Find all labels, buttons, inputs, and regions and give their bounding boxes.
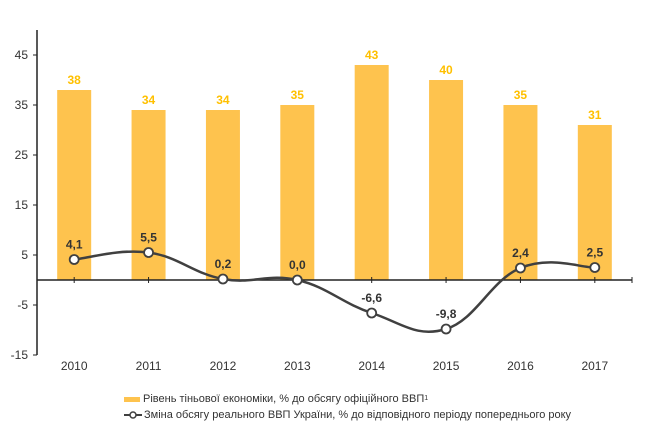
line-value-label: -9,8 <box>436 307 457 321</box>
bar-2016 <box>503 105 538 280</box>
bar-2017 <box>577 125 612 280</box>
line-point-2015 <box>440 323 452 335</box>
line-point-2014 <box>366 307 378 319</box>
bar-value-label: 40 <box>439 63 453 77</box>
line-value-label: -6,6 <box>361 291 382 305</box>
x-tick-label: 2017 <box>581 359 608 373</box>
legend-item-shadow-economy: Рівень тіньової економіки, % до обсягу о… <box>124 391 571 407</box>
line-value-label: 5,5 <box>140 231 157 245</box>
line-point-2012 <box>217 273 229 285</box>
y-tick-label: 25 <box>15 148 29 162</box>
x-tick-label: 2011 <box>136 359 162 373</box>
y-tick-label: 35 <box>15 98 29 112</box>
bar-value-label: 34 <box>142 93 156 107</box>
data-labels: 38 34 34 35 43 40 35 31 4,1 5,5 0,2 0,0 -6,6 -9,8 2,4 2… <box>66 48 604 321</box>
bar-2013 <box>280 105 315 280</box>
bar-2012 <box>205 110 240 280</box>
line-point-2011 <box>143 247 154 258</box>
bar-value-label: 35 <box>514 88 528 102</box>
gdp-change-line <box>74 250 595 333</box>
bar-2015 <box>429 80 464 280</box>
bar-2010 <box>57 90 92 280</box>
axes: 45 35 25 15 5 -5 -15 2010 2011 2012 2013 2014 2015 20… <box>11 30 633 373</box>
legend-footnote: 1 <box>424 395 429 402</box>
legend-line-swatch <box>124 410 142 420</box>
y-tick-label: 5 <box>21 248 28 262</box>
line-point-2010 <box>68 254 80 265</box>
y-tick-label: -5 <box>17 298 28 312</box>
bar-2014 <box>354 65 389 280</box>
line-value-label: 2,4 <box>512 246 529 260</box>
legend-item-gdp-change: Зміна обсягу реального ВВП України, % до… <box>124 407 571 423</box>
bar-value-label: 35 <box>291 88 305 102</box>
legend: Рівень тіньової економіки, % до обсягу о… <box>124 391 571 423</box>
line-point-2016 <box>515 262 526 274</box>
line-series <box>68 247 601 335</box>
legend-bar-swatch <box>124 396 140 402</box>
line-value-label: 0,2 <box>215 257 232 271</box>
line-value-label: 0,0 <box>289 258 306 272</box>
x-tick-label: 2010 <box>61 359 88 373</box>
line-point-2017 <box>589 262 601 273</box>
chart-area: 45 35 25 15 5 -5 -15 2010 2011 2012 2013 2014 2015 20… <box>11 30 633 373</box>
x-tick-label: 2012 <box>210 359 237 373</box>
bar-value-label: 38 <box>68 73 82 87</box>
x-tick-label: 2016 <box>507 359 534 373</box>
line-value-label: 4,1 <box>66 238 83 252</box>
legend-bar-label: Рівень тіньової економіки, % до обсягу о… <box>143 393 425 405</box>
bar-value-label: 34 <box>216 93 230 107</box>
y-tick-label: -15 <box>11 348 29 362</box>
bar-series <box>57 65 612 280</box>
bar-value-label: 43 <box>365 48 379 62</box>
bar-value-label: 31 <box>588 108 602 122</box>
line-point-2013 <box>291 274 303 286</box>
x-tick-label: 2014 <box>358 359 385 373</box>
line-value-label: 2,5 <box>586 246 603 260</box>
y-tick-label: 15 <box>15 198 29 212</box>
x-tick-label: 2015 <box>433 359 460 373</box>
x-tick-label: 2013 <box>284 359 311 373</box>
legend-line-label: Зміна обсягу реального ВВП України, % до… <box>144 409 572 421</box>
y-tick-label: 45 <box>15 48 29 62</box>
